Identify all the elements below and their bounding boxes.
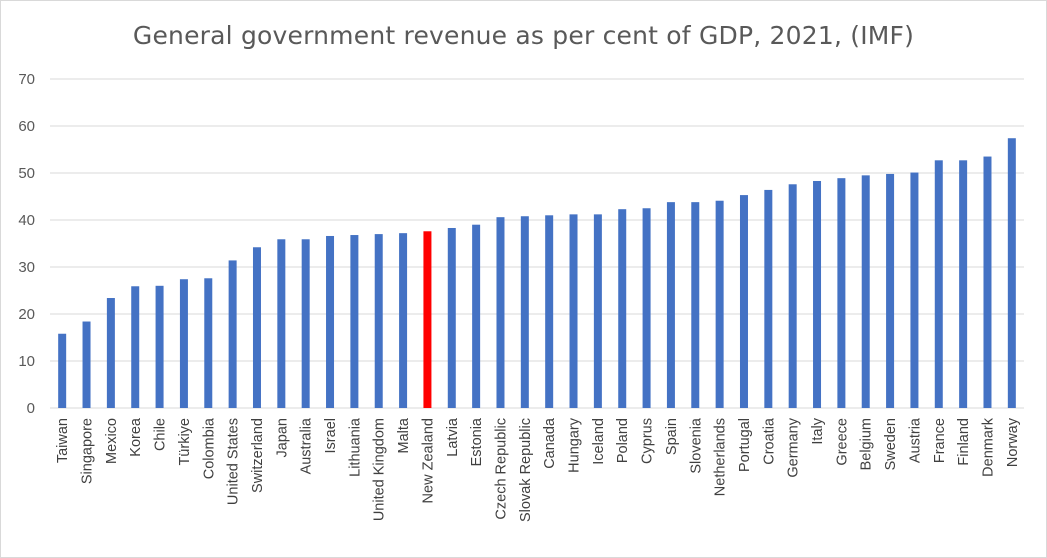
bar-spain bbox=[666, 202, 675, 408]
x-tick-label: Singapore bbox=[80, 418, 96, 484]
x-tick-label: United States bbox=[226, 418, 242, 505]
bar-denmark bbox=[983, 156, 992, 408]
x-tick-label: Hungary bbox=[567, 417, 583, 473]
x-tick-label: Netherlands bbox=[713, 418, 729, 496]
chart-title: General government revenue as per cent o… bbox=[132, 21, 915, 50]
bar-hungary bbox=[569, 214, 578, 408]
x-tick-label: Mexico bbox=[104, 418, 120, 464]
bar-switzerland bbox=[252, 247, 261, 408]
bars bbox=[58, 138, 1016, 408]
x-tick-label: Finland bbox=[956, 418, 972, 466]
bar-chile bbox=[155, 285, 164, 408]
bar-czech-republic bbox=[496, 217, 505, 408]
x-tick-label: Portugal bbox=[737, 418, 753, 472]
bar-united-states bbox=[228, 260, 237, 408]
x-tick-label: Latvia bbox=[445, 417, 461, 457]
y-tick-label: 30 bbox=[18, 259, 35, 276]
y-tick-label: 10 bbox=[18, 353, 35, 370]
bar-belgium bbox=[861, 175, 870, 408]
x-tick-label: France bbox=[932, 418, 948, 463]
x-tick-label: United Kingdom bbox=[372, 418, 388, 521]
bar-italy bbox=[813, 180, 822, 408]
x-tick-label: Czech Republic bbox=[493, 418, 509, 520]
x-tick-label: Spain bbox=[664, 418, 680, 455]
x-tick-label: Austria bbox=[907, 417, 923, 463]
x-tick-label: Taiwan bbox=[55, 418, 71, 463]
y-tick-label: 50 bbox=[18, 165, 35, 182]
x-axis-labels: Taiwan Singapore Mexico Korea Chile Türkiye Co… bbox=[55, 417, 1021, 522]
bar-france bbox=[934, 160, 943, 408]
bar-greece bbox=[837, 178, 846, 408]
x-tick-label: Malta bbox=[396, 417, 412, 453]
bar-sweden bbox=[886, 173, 895, 408]
x-tick-label: Belgium bbox=[859, 418, 875, 470]
bar-malta bbox=[399, 233, 408, 408]
bar-singapore bbox=[82, 321, 91, 408]
bar-israel bbox=[326, 235, 335, 408]
x-tick-label: Denmark bbox=[980, 417, 996, 477]
x-tick-label: Lithuania bbox=[347, 417, 363, 477]
bar-latvia bbox=[447, 227, 456, 408]
x-tick-label: Italy bbox=[810, 417, 826, 444]
bar-norway bbox=[1007, 138, 1016, 408]
y-tick-label: 0 bbox=[27, 400, 35, 417]
y-axis-ticks: 0 10 20 30 40 50 60 70 bbox=[18, 71, 35, 417]
bar-japan bbox=[277, 239, 286, 408]
x-tick-label: Iceland bbox=[591, 418, 607, 465]
y-tick-label: 60 bbox=[18, 118, 35, 135]
bar-lithuania bbox=[350, 235, 359, 408]
bar-finland bbox=[959, 160, 968, 408]
x-tick-label: Sweden bbox=[883, 418, 899, 470]
x-tick-label: Norway bbox=[1005, 417, 1021, 467]
y-tick-label: 20 bbox=[18, 306, 35, 323]
x-tick-label: Israel bbox=[323, 418, 339, 453]
bar-iceland bbox=[593, 214, 602, 408]
x-tick-label: Australia bbox=[299, 417, 315, 474]
bar-austria bbox=[910, 172, 919, 408]
bar-t-rkiye bbox=[179, 279, 188, 408]
x-tick-label: Canada bbox=[542, 417, 558, 469]
bar-taiwan bbox=[58, 333, 67, 408]
bar-australia bbox=[301, 239, 310, 408]
bar-croatia bbox=[764, 189, 773, 408]
x-tick-label: Cyprus bbox=[640, 418, 656, 464]
gridlines bbox=[50, 78, 1024, 409]
x-tick-label: Slovak Republic bbox=[518, 418, 534, 522]
y-tick-label: 40 bbox=[18, 212, 35, 229]
x-tick-label: New Zealand bbox=[420, 418, 436, 503]
x-tick-label: Germany bbox=[786, 417, 802, 477]
bar-korea bbox=[131, 286, 140, 408]
bar-slovenia bbox=[691, 202, 700, 408]
bar-netherlands bbox=[715, 200, 724, 408]
x-tick-label: Colombia bbox=[201, 417, 217, 479]
y-tick-label: 70 bbox=[18, 71, 35, 88]
x-tick-label: Slovenia bbox=[688, 417, 704, 474]
bar-portugal bbox=[739, 195, 748, 408]
bar-new-zealand bbox=[423, 231, 432, 408]
x-tick-label: Switzerland bbox=[250, 418, 266, 493]
x-tick-label: Croatia bbox=[761, 417, 777, 465]
x-tick-label: Greece bbox=[834, 418, 850, 466]
bar-colombia bbox=[204, 278, 213, 408]
bar-poland bbox=[618, 209, 627, 408]
x-tick-label: Poland bbox=[615, 418, 631, 463]
bar-united-kingdom bbox=[374, 234, 383, 408]
x-tick-label: Estonia bbox=[469, 417, 485, 466]
x-tick-label: Japan bbox=[274, 418, 290, 458]
x-tick-label: Türkiye bbox=[177, 418, 193, 466]
x-tick-label: Korea bbox=[128, 417, 144, 457]
bar-estonia bbox=[472, 224, 481, 408]
bar-mexico bbox=[106, 298, 115, 408]
bar-slovak-republic bbox=[520, 216, 529, 408]
bar-canada bbox=[545, 215, 554, 408]
x-tick-label: Chile bbox=[153, 418, 169, 451]
bar-cyprus bbox=[642, 208, 651, 408]
bar-germany bbox=[788, 184, 797, 408]
